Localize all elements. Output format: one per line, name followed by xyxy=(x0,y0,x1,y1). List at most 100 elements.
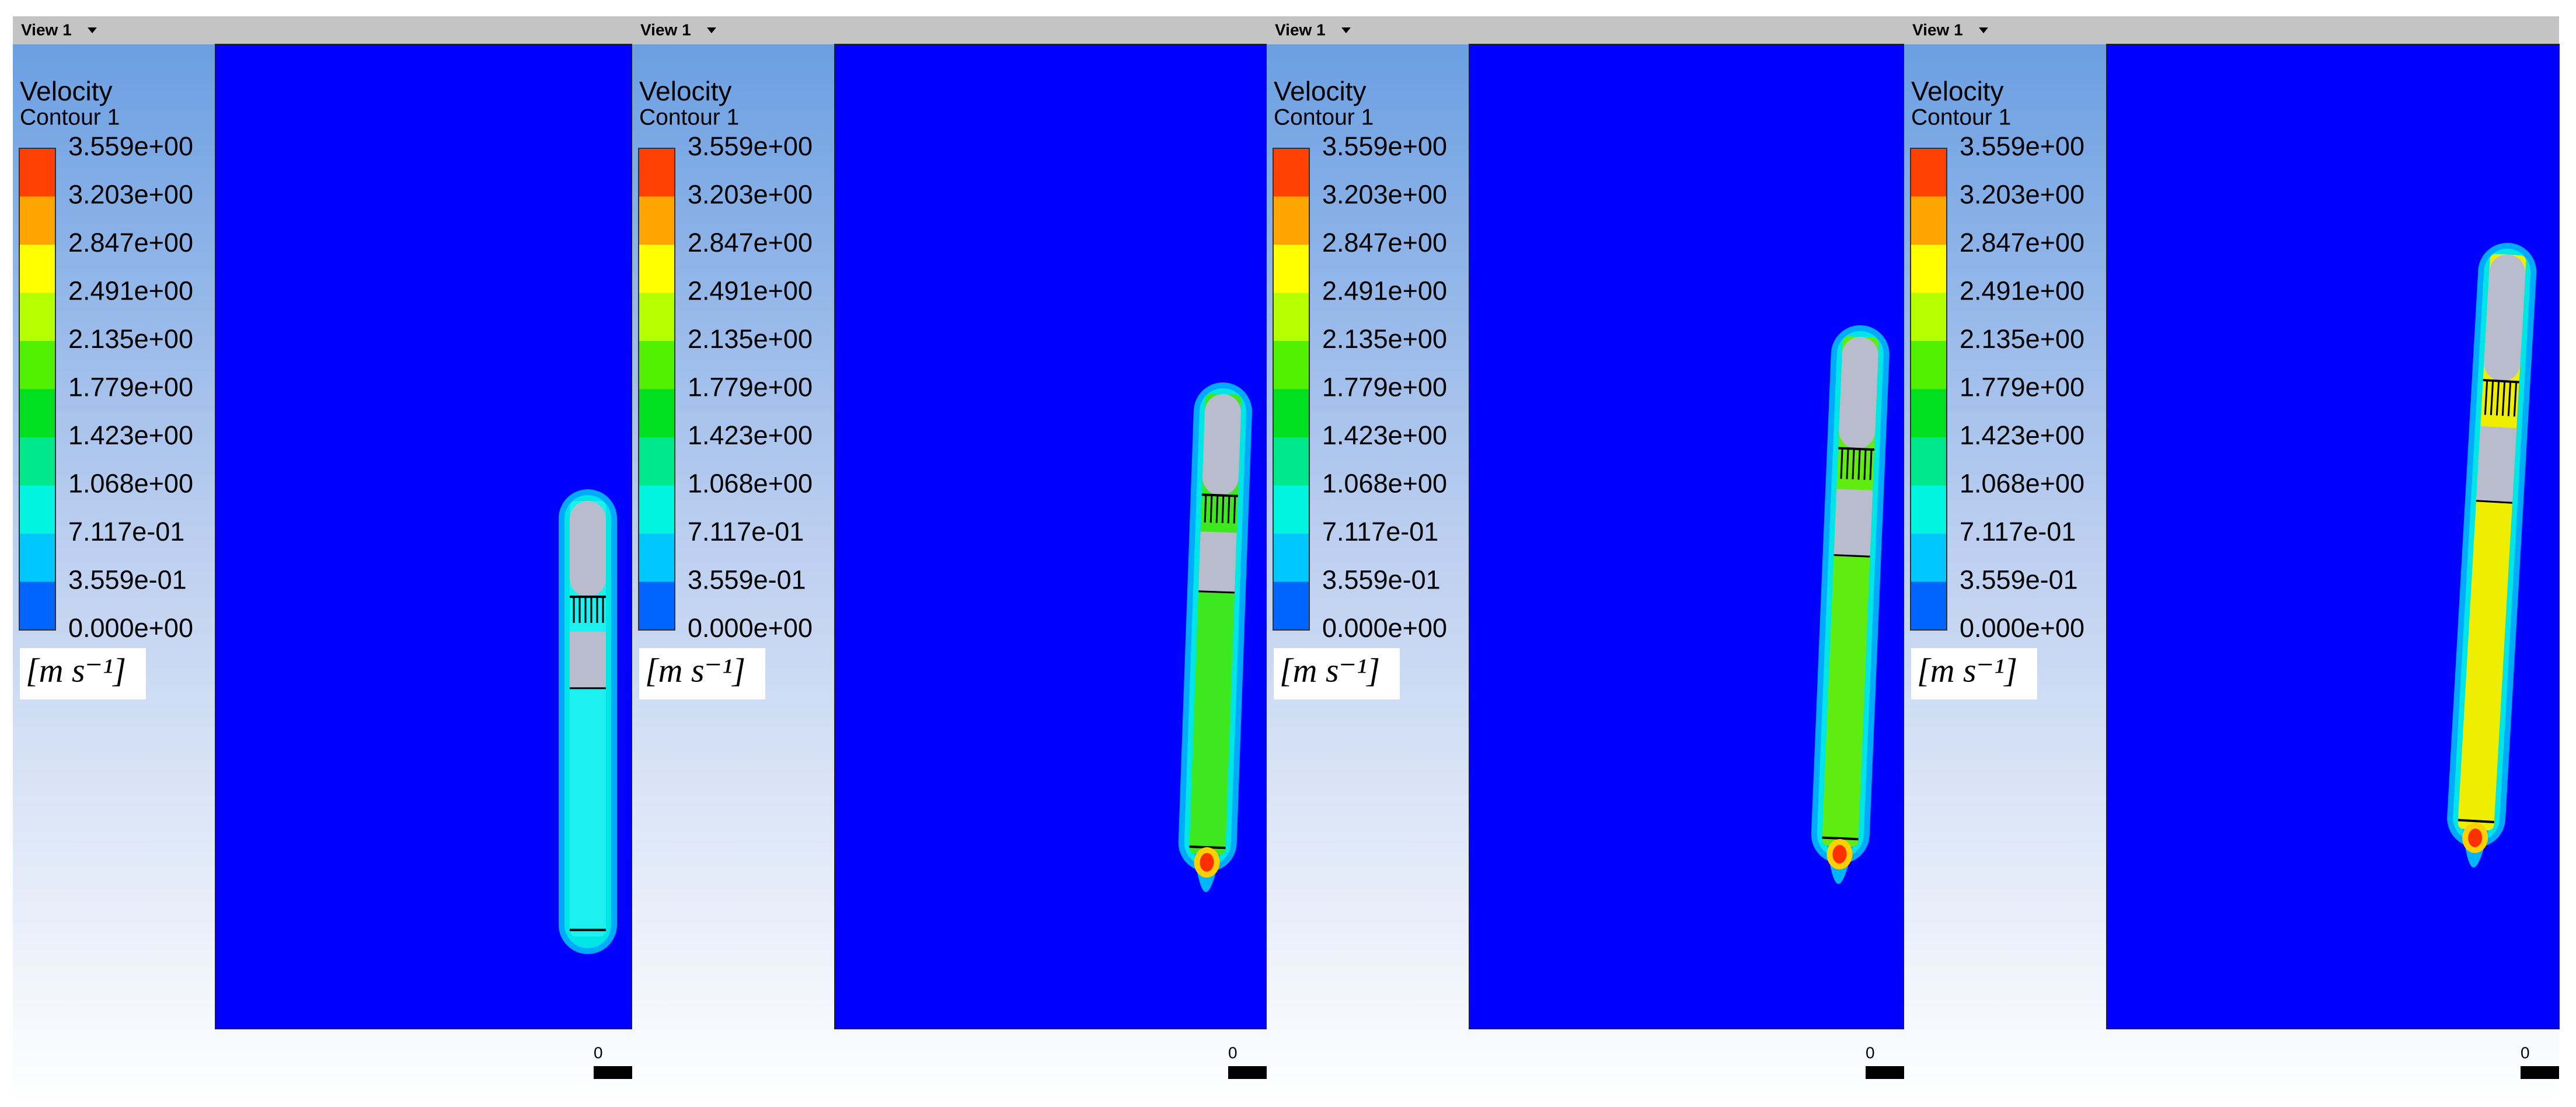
fin-line xyxy=(2513,382,2518,417)
fin-line xyxy=(1863,449,1867,480)
color-bin xyxy=(1273,534,1309,582)
legend-unit: [m s⁻¹] xyxy=(1917,651,2017,689)
color-bin xyxy=(639,148,675,197)
legend-level: 1.068e+00 xyxy=(1960,468,2084,498)
legend-level: 1.423e+00 xyxy=(1322,420,1447,450)
legend-level: 1.423e+00 xyxy=(68,420,193,450)
color-bin xyxy=(639,582,675,631)
dropdown-arrow xyxy=(707,27,716,33)
legend-level: 2.491e+00 xyxy=(1960,276,2084,305)
fin-line xyxy=(1233,496,1236,524)
legend-level: 1.068e+00 xyxy=(68,468,193,498)
color-bin xyxy=(1911,341,1947,389)
legend-level: 1.423e+00 xyxy=(1960,420,2084,450)
nose xyxy=(2484,254,2526,381)
fin-line xyxy=(1204,495,1207,523)
legend-level: 3.203e+00 xyxy=(1960,179,2084,209)
legend-level: 2.847e+00 xyxy=(1322,228,1447,257)
dropdown-arrow xyxy=(88,27,97,33)
legend-unit: [m s⁻¹] xyxy=(645,651,745,689)
color-bin xyxy=(639,245,675,293)
legend-unit: [m s⁻¹] xyxy=(26,651,126,689)
flow-contour xyxy=(1811,325,1890,884)
legend-title: Velocity xyxy=(1911,76,2004,106)
fin-line xyxy=(1227,495,1231,524)
hot-core xyxy=(1200,852,1214,872)
legend-level: 1.779e+00 xyxy=(688,372,813,402)
fin-line xyxy=(1846,448,1849,479)
view-selector[interactable]: View 1 xyxy=(13,16,632,44)
color-bin xyxy=(1273,485,1309,534)
color-bin xyxy=(1273,389,1309,438)
color-bin xyxy=(639,341,675,389)
view-label: View 1 xyxy=(1275,20,1326,39)
color-bin xyxy=(19,582,55,631)
fin-line xyxy=(2495,381,2500,416)
fin-line xyxy=(1852,448,1855,480)
view-header xyxy=(632,16,1267,44)
legend-level: 3.559e+00 xyxy=(688,131,813,161)
scale-bar xyxy=(1228,1066,1267,1079)
joint xyxy=(1198,590,1235,594)
legend-level: 3.559e+00 xyxy=(1322,131,1447,161)
color-bin xyxy=(1273,293,1309,342)
color-bin xyxy=(1273,196,1309,245)
legend-level: 3.559e-01 xyxy=(68,565,187,594)
joint xyxy=(2483,378,2519,384)
scale-label: 0 xyxy=(2521,1043,2530,1061)
fin-line xyxy=(1209,495,1213,523)
dropdown-arrow xyxy=(1341,27,1351,33)
color-bin xyxy=(639,196,675,245)
view-selector[interactable]: View 1 xyxy=(1904,16,2559,44)
color-bin xyxy=(1911,148,1947,197)
color-bin xyxy=(19,196,55,245)
view-selector[interactable]: View 1 xyxy=(632,16,1267,44)
flow-contour xyxy=(2447,242,2537,868)
color-bin xyxy=(1273,437,1309,486)
view-selector[interactable]: View 1 xyxy=(1267,16,1904,44)
legend-level: 7.117e-01 xyxy=(68,517,184,546)
color-bar-frame xyxy=(638,148,675,631)
legend-level: 7.117e-01 xyxy=(688,517,804,546)
legend-level: 3.559e-01 xyxy=(1960,565,2078,594)
legend-level: 7.117e-01 xyxy=(1960,517,2076,546)
color-bin xyxy=(19,245,55,293)
legend-level: 0.000e+00 xyxy=(688,613,813,643)
legend-level: 2.847e+00 xyxy=(688,228,813,257)
fin-line xyxy=(1857,449,1861,480)
color-bin xyxy=(19,437,55,486)
hot-core xyxy=(1832,844,1847,864)
legend-level: 3.559e-01 xyxy=(688,565,806,594)
legend-level: 2.491e+00 xyxy=(1322,276,1447,305)
legend-level: 7.117e-01 xyxy=(1322,517,1438,546)
joint xyxy=(1838,447,1875,451)
legend-level: 2.847e+00 xyxy=(1960,228,2084,257)
legend-title: Velocity xyxy=(20,76,113,106)
color-bin xyxy=(19,534,55,582)
color-bar-frame xyxy=(1273,148,1310,631)
color-bin xyxy=(639,485,675,534)
color-bin xyxy=(1911,245,1947,293)
view-label: View 1 xyxy=(640,20,691,39)
color-bin xyxy=(19,485,55,534)
flow-contour xyxy=(559,489,617,954)
fin-line xyxy=(1869,449,1873,481)
legend-level: 3.559e-01 xyxy=(1322,565,1441,594)
fin-line xyxy=(2507,381,2512,416)
legend-level: 1.779e+00 xyxy=(1322,372,1447,402)
legend-level: 3.203e+00 xyxy=(68,179,193,209)
legend-level: 3.559e+00 xyxy=(68,131,193,161)
legend-level: 1.068e+00 xyxy=(1322,468,1447,498)
color-bin xyxy=(1273,582,1309,631)
color-bin xyxy=(19,389,55,438)
legend-level: 2.135e+00 xyxy=(688,324,813,354)
color-bin xyxy=(1273,341,1309,389)
flow-contour xyxy=(1178,382,1252,892)
color-bin xyxy=(1911,437,1947,486)
joint xyxy=(1833,554,1870,558)
legend-level: 0.000e+00 xyxy=(1322,613,1447,643)
color-bin xyxy=(19,293,55,342)
fin-line xyxy=(1840,448,1843,479)
